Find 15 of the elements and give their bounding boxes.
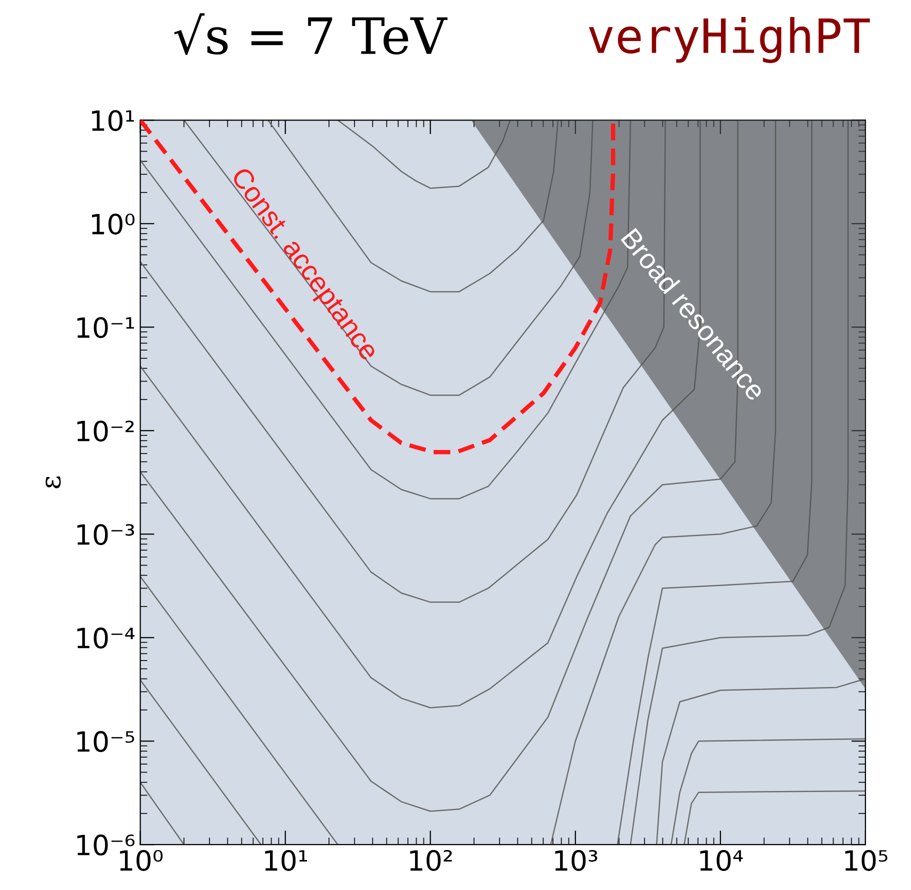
y-tick-label: 10⁰ <box>92 214 134 235</box>
y-axis-title: ε <box>46 476 61 488</box>
y-tick-label: 10⁻³ <box>77 524 134 546</box>
y-tick-label: 10¹ <box>92 110 134 132</box>
x-tick-label: 10² <box>410 850 452 871</box>
x-tick-label: 10³ <box>555 850 598 871</box>
x-tick-label: 10¹ <box>265 850 308 871</box>
chart-subtitle: veryHighPT <box>588 17 870 64</box>
y-tick-label: 10⁻⁵ <box>77 731 134 752</box>
y-tick-label: 10⁻⁴ <box>77 628 135 649</box>
x-tick-label: 10⁵ <box>845 850 888 871</box>
y-tick-label: 10⁻¹ <box>77 317 134 338</box>
x-tick-label: 10⁴ <box>700 850 743 871</box>
y-tick-label: 10⁻² <box>77 420 134 442</box>
chart-title: √s = 7 TeV <box>174 13 448 55</box>
